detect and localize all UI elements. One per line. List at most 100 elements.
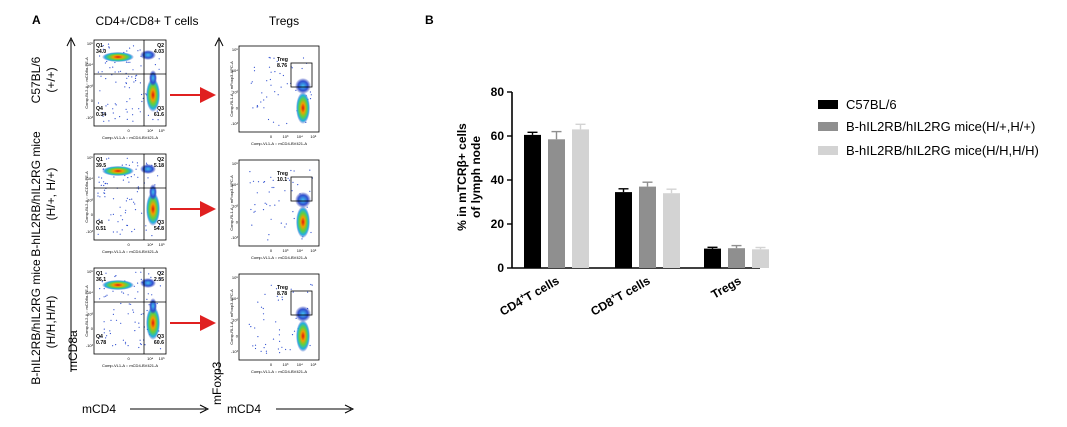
event-dot (106, 183, 108, 185)
event-dot (140, 278, 142, 280)
event-dot (270, 218, 272, 220)
event-dot (98, 176, 100, 178)
event-dot (120, 302, 122, 305)
event-dot (124, 86, 126, 88)
q4-value: 0.34 (96, 112, 106, 118)
event-dot (138, 108, 140, 110)
event-dot (129, 61, 131, 63)
category-label: Tregs (709, 273, 744, 301)
event-dot (129, 98, 131, 100)
event-dot (288, 179, 291, 181)
event-dot (127, 345, 129, 347)
event-dot (119, 233, 121, 235)
event-dot (148, 273, 150, 275)
x-tick-label: 10⁴ (297, 248, 303, 253)
event-dot (262, 209, 265, 211)
event-dot (256, 105, 258, 107)
event-dot (112, 112, 114, 114)
event-dot (261, 92, 263, 94)
y-tick-label: 0 (91, 212, 94, 217)
event-dot (138, 326, 140, 328)
q4-value: 0.78 (96, 340, 106, 346)
cd4-axis-label-1: mCD4 (82, 402, 116, 416)
event-dot (287, 177, 289, 179)
event-dot (133, 201, 135, 203)
event-dot (274, 204, 276, 206)
event-dot (125, 61, 128, 63)
event-dot (137, 186, 139, 188)
y-axis-title: Comp-RL1-A :: mFoxp3-APC-A (229, 175, 234, 231)
event-dot (102, 112, 104, 114)
y-axis-title: Comp-BL2-A :: mCD8a-PE-A (84, 57, 89, 109)
q1-value: 39.5 (96, 163, 106, 169)
q1-label: Q1 (96, 43, 103, 49)
event-dot (105, 105, 107, 107)
legend-label: C57BL/6 (846, 97, 897, 112)
event-dot (114, 71, 116, 73)
event-dot (106, 158, 108, 160)
event-dot (121, 164, 123, 166)
cd4-arrow-head-1 (199, 404, 210, 414)
event-dot (252, 345, 254, 347)
x-tick-label: 10⁴ (147, 128, 153, 133)
event-dot (285, 348, 287, 351)
event-dot (115, 275, 117, 277)
event-dot (113, 309, 115, 311)
q2-label: Q2 (157, 271, 164, 277)
event-dot (286, 122, 288, 125)
event-dot (279, 72, 281, 75)
row-label-3-line-2: (H/H,H/H) (44, 296, 58, 349)
y-tick-label: 0 (91, 98, 94, 103)
event-dot (269, 57, 271, 59)
treg-gate (290, 176, 313, 202)
event-dot (115, 104, 117, 106)
event-dot (122, 292, 125, 294)
event-dot (297, 184, 299, 186)
event-dot (158, 68, 160, 70)
event-dot (141, 100, 143, 103)
panel-a: A CD4+/CD8+ T cells Tregs mCD8a mFoxp3 m… (29, 13, 355, 416)
event-dot (279, 352, 281, 354)
event-dot (139, 82, 141, 84)
event-dot (279, 340, 281, 342)
event-dot (309, 169, 311, 171)
event-dot (120, 215, 122, 217)
event-dot (136, 162, 138, 164)
event-dot (113, 176, 115, 178)
event-dot (128, 181, 130, 183)
event-dot (127, 177, 129, 179)
event-dot (112, 198, 115, 200)
row-label-2: B-hIL2RB/hIL2RG mice (H/+, H/+) (29, 131, 58, 257)
event-dot (103, 321, 105, 323)
event-dot (290, 288, 292, 290)
event-dot (131, 198, 133, 200)
event-dot (281, 299, 283, 301)
event-dot (117, 221, 119, 223)
y-tick-label: -10³ (86, 229, 94, 234)
event-dot (257, 301, 259, 303)
event-dot (281, 296, 283, 298)
x-tick-label: 0 (270, 134, 273, 139)
event-dot (132, 120, 134, 122)
event-dot (124, 212, 126, 214)
event-dot (132, 69, 134, 71)
event-dot (132, 114, 134, 116)
event-dot (133, 174, 135, 176)
event-dot (157, 175, 159, 177)
event-dot (250, 208, 252, 211)
event-dot (134, 330, 136, 332)
event-dot (121, 219, 124, 221)
event-dot (137, 282, 139, 284)
legend-item: C57BL/6 (818, 97, 897, 112)
event-dot (253, 66, 255, 68)
cd4-foxp3-neg-population (296, 320, 310, 352)
event-dot (102, 115, 104, 117)
event-dot (280, 222, 282, 224)
event-dot (152, 118, 154, 121)
y-axis-title: Comp-BL2-A :: mCD8a-PE-A (84, 285, 89, 337)
x-tick-label: 10⁵ (159, 128, 165, 133)
event-dot (126, 197, 128, 199)
q3-value: 54.8 (154, 226, 164, 232)
category-label: CD4+T cells (497, 272, 562, 318)
